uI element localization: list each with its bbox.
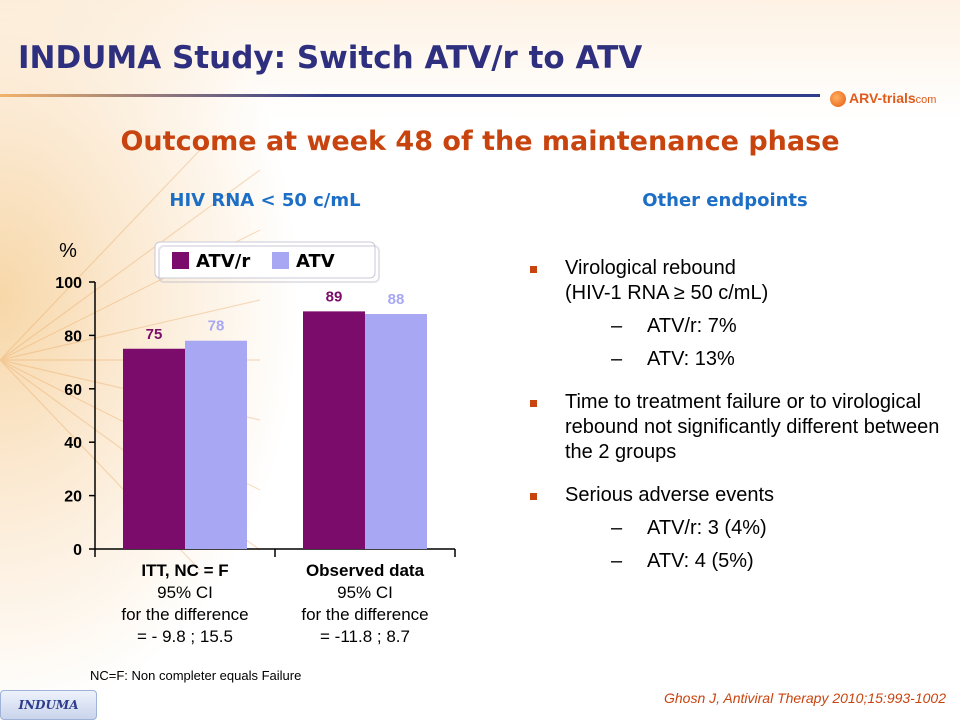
- category-title: Observed data: [305, 561, 425, 580]
- y-tick-label: 100: [55, 275, 82, 292]
- citation: Ghosn J, Antiviral Therapy 2010;15:993-1…: [664, 690, 946, 706]
- category-ci-desc: for the difference: [121, 605, 249, 624]
- endpoint-subitem: – ATV/r: 7%: [565, 314, 950, 339]
- bar-atv: [185, 340, 247, 549]
- endpoint-text: (HIV-1 RNA ≥ 50 c/mL): [565, 282, 769, 304]
- dash-icon: –: [611, 550, 623, 572]
- dash-icon: –: [611, 348, 623, 370]
- category-title: ITT, NC = F: [141, 561, 229, 580]
- y-tick-label: 40: [64, 435, 82, 452]
- y-tick-label: 80: [64, 328, 82, 345]
- data-label: 89: [326, 288, 343, 305]
- y-tick-label: 60: [64, 382, 82, 399]
- slide-subtitle: Outcome at week 48 of the maintenance ph…: [120, 126, 840, 157]
- slide-title: INDUMA Study: Switch ATV/r to ATV: [18, 40, 643, 76]
- study-badge: INDUMA: [0, 690, 97, 720]
- category-ci-label: 95% CI: [337, 583, 393, 602]
- data-label: 88: [388, 291, 405, 308]
- endpoint-item: Time to treatment failure or to virologi…: [530, 390, 950, 465]
- endpoint-text: Serious adverse events: [565, 484, 775, 506]
- bar-atv-r: [123, 348, 185, 549]
- bar-chart: % 0 20 40 60 80 100 75 78 89 88 ATV/r ATV: [55, 240, 456, 559]
- subitem-text: ATV: 4 (5%): [647, 550, 754, 572]
- category-ci-value: = -11.8 ; 8.7: [320, 627, 410, 646]
- endpoints-list: Virological rebound (HIV-1 RNA ≥ 50 c/mL…: [530, 256, 950, 592]
- arv-trials-logo: ARV-trialscom: [830, 90, 937, 108]
- y-tick-label: 20: [64, 489, 82, 506]
- slide-header: INDUMA Study: Switch ATV/r to ATV ARV-tr…: [0, 0, 960, 110]
- endpoint-subitem: – ATV/r: 3 (4%): [565, 516, 950, 541]
- chart-heading: HIV RNA < 50 c/mL: [169, 190, 361, 211]
- bar-atv: [365, 314, 427, 549]
- legend-label: ATV: [296, 251, 335, 272]
- bullet-icon: [530, 493, 537, 500]
- dash-icon: –: [611, 517, 623, 539]
- legend-box: [154, 241, 376, 279]
- subitem-text: ATV/r: 7%: [647, 315, 737, 337]
- bullet-icon: [530, 266, 537, 273]
- subitem-text: ATV: 13%: [647, 348, 735, 370]
- endpoint-item: Virological rebound (HIV-1 RNA ≥ 50 c/mL…: [530, 256, 950, 372]
- endpoint-text: Time to treatment failure or to virologi…: [565, 391, 940, 463]
- legend-swatch: [172, 252, 189, 269]
- data-label: 75: [146, 326, 163, 343]
- category-ci-value: = - 9.8 ; 15.5: [137, 627, 233, 646]
- legend-swatch: [272, 252, 289, 269]
- y-tick-label: 0: [73, 542, 82, 559]
- endpoint-subitem: – ATV: 4 (5%): [565, 549, 950, 574]
- endpoints-heading: Other endpoints: [642, 190, 808, 211]
- y-axis-label: %: [59, 240, 77, 262]
- logo-text: ARV-trials: [849, 90, 916, 106]
- subitem-text: ATV/r: 3 (4%): [647, 517, 767, 539]
- endpoint-text: Virological rebound: [565, 257, 736, 279]
- logo-suffix: com: [915, 94, 937, 106]
- title-divider: [0, 94, 820, 97]
- legend-shadow: [158, 245, 380, 283]
- endpoint-item: Serious adverse events – ATV/r: 3 (4%) – A…: [530, 483, 950, 574]
- category-ci-label: 95% CI: [157, 583, 213, 602]
- bullet-icon: [530, 400, 537, 407]
- dash-icon: –: [611, 315, 623, 337]
- data-label: 78: [208, 318, 225, 335]
- category-ci-desc: for the difference: [301, 605, 429, 624]
- logo-icon: [830, 91, 846, 108]
- footnote: NC=F: Non completer equals Failure: [90, 668, 302, 683]
- endpoint-subitem: – ATV: 13%: [565, 347, 950, 372]
- category-label-observed: Observed data 95% CI for the difference …: [270, 560, 460, 648]
- legend-label: ATV/r: [196, 251, 250, 272]
- bar-atv-r: [303, 311, 365, 549]
- category-label-itt: ITT, NC = F 95% CI for the difference = …: [90, 560, 280, 648]
